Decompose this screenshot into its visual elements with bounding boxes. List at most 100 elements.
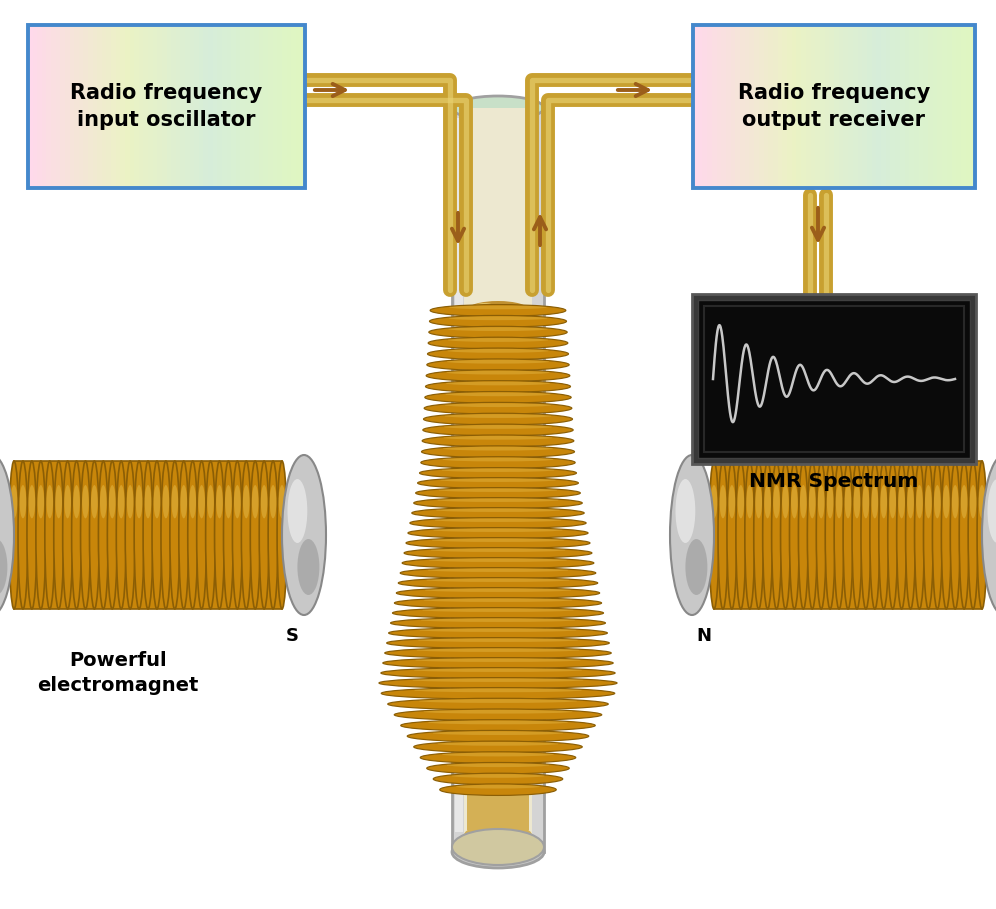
Ellipse shape bbox=[189, 485, 196, 518]
Bar bbox=[918, 25, 924, 188]
Bar bbox=[863, 25, 868, 188]
Ellipse shape bbox=[863, 485, 870, 518]
Bar bbox=[961, 25, 966, 188]
Bar bbox=[121, 25, 125, 188]
Ellipse shape bbox=[854, 485, 861, 518]
Ellipse shape bbox=[799, 461, 808, 609]
Ellipse shape bbox=[970, 485, 976, 518]
Ellipse shape bbox=[452, 836, 544, 868]
Bar bbox=[942, 25, 947, 188]
Bar bbox=[792, 25, 797, 188]
Ellipse shape bbox=[887, 461, 897, 609]
Ellipse shape bbox=[977, 461, 987, 609]
Text: NMR Spectrum: NMR Spectrum bbox=[749, 472, 918, 491]
Ellipse shape bbox=[438, 488, 558, 492]
Ellipse shape bbox=[90, 461, 100, 609]
Bar bbox=[467, 310, 529, 830]
Bar bbox=[28, 25, 33, 188]
Ellipse shape bbox=[423, 414, 573, 425]
Ellipse shape bbox=[422, 435, 574, 446]
Ellipse shape bbox=[99, 461, 109, 609]
Bar bbox=[208, 25, 213, 188]
Ellipse shape bbox=[432, 538, 564, 542]
Bar bbox=[33, 25, 38, 188]
Ellipse shape bbox=[388, 627, 608, 638]
Ellipse shape bbox=[754, 461, 764, 609]
Ellipse shape bbox=[196, 461, 206, 609]
Ellipse shape bbox=[225, 485, 232, 518]
Ellipse shape bbox=[162, 485, 169, 518]
Bar bbox=[102, 25, 107, 188]
Ellipse shape bbox=[968, 461, 978, 609]
Ellipse shape bbox=[446, 382, 550, 385]
Bar bbox=[296, 25, 301, 188]
Ellipse shape bbox=[0, 539, 7, 595]
Ellipse shape bbox=[423, 710, 573, 714]
Ellipse shape bbox=[413, 741, 583, 753]
Text: S: S bbox=[286, 627, 299, 645]
Bar bbox=[42, 25, 47, 188]
Bar bbox=[56, 25, 61, 188]
Bar bbox=[259, 25, 264, 188]
Ellipse shape bbox=[27, 461, 37, 609]
Bar bbox=[932, 25, 938, 188]
Ellipse shape bbox=[889, 485, 896, 518]
Ellipse shape bbox=[441, 468, 555, 472]
Bar bbox=[858, 25, 863, 188]
Ellipse shape bbox=[709, 461, 719, 609]
Ellipse shape bbox=[914, 461, 924, 609]
Ellipse shape bbox=[746, 485, 753, 518]
Ellipse shape bbox=[440, 784, 556, 795]
Bar bbox=[923, 25, 928, 188]
Bar bbox=[885, 25, 890, 188]
Ellipse shape bbox=[277, 461, 287, 609]
Ellipse shape bbox=[65, 485, 71, 518]
Ellipse shape bbox=[437, 742, 559, 745]
Ellipse shape bbox=[207, 485, 214, 518]
Ellipse shape bbox=[941, 461, 951, 609]
Bar bbox=[65, 25, 70, 188]
Ellipse shape bbox=[223, 461, 233, 609]
Ellipse shape bbox=[400, 720, 596, 731]
Bar bbox=[876, 25, 881, 188]
Ellipse shape bbox=[54, 461, 64, 609]
Bar bbox=[189, 25, 194, 188]
Ellipse shape bbox=[171, 485, 178, 518]
Bar bbox=[37, 25, 43, 188]
Bar bbox=[143, 25, 148, 188]
Ellipse shape bbox=[421, 456, 575, 468]
Ellipse shape bbox=[425, 381, 571, 393]
Text: Radio frequency
input oscillator: Radio frequency input oscillator bbox=[71, 84, 263, 130]
Bar bbox=[70, 25, 75, 188]
Ellipse shape bbox=[418, 699, 578, 703]
Ellipse shape bbox=[432, 731, 564, 735]
Ellipse shape bbox=[870, 461, 879, 609]
Ellipse shape bbox=[36, 461, 46, 609]
Bar bbox=[909, 25, 914, 188]
Bar bbox=[749, 25, 755, 188]
Ellipse shape bbox=[413, 668, 583, 672]
Ellipse shape bbox=[394, 597, 602, 608]
Ellipse shape bbox=[916, 485, 923, 518]
Bar bbox=[692, 294, 976, 464]
Ellipse shape bbox=[800, 485, 807, 518]
Ellipse shape bbox=[63, 461, 73, 609]
Bar bbox=[867, 25, 872, 188]
Ellipse shape bbox=[422, 608, 574, 612]
Ellipse shape bbox=[925, 485, 931, 518]
Ellipse shape bbox=[443, 446, 553, 451]
Ellipse shape bbox=[45, 461, 55, 609]
Bar bbox=[287, 25, 292, 188]
Bar bbox=[714, 461, 982, 609]
Bar bbox=[93, 25, 98, 188]
Ellipse shape bbox=[243, 485, 250, 518]
Bar bbox=[698, 300, 970, 458]
Bar bbox=[849, 25, 854, 188]
Ellipse shape bbox=[670, 455, 714, 615]
Bar bbox=[704, 306, 964, 452]
Ellipse shape bbox=[436, 508, 560, 512]
Bar bbox=[764, 25, 769, 188]
Ellipse shape bbox=[445, 404, 551, 407]
Ellipse shape bbox=[396, 587, 600, 598]
Bar bbox=[199, 25, 204, 188]
